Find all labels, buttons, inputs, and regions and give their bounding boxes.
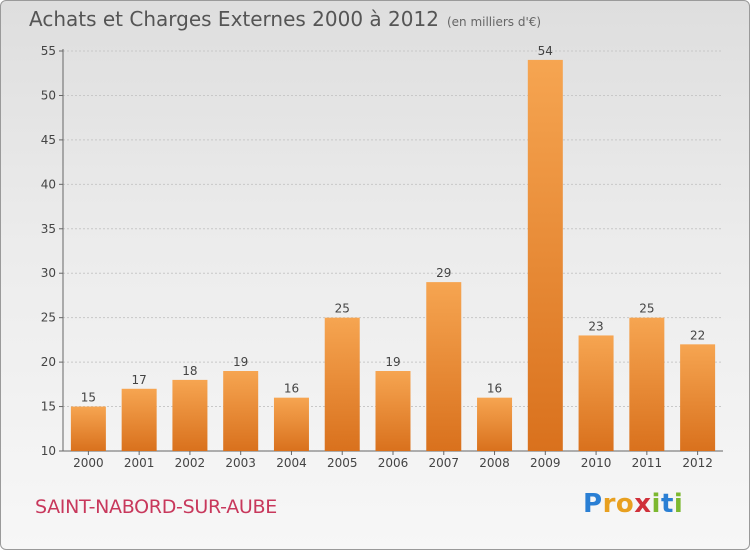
logo-letter: t (660, 489, 674, 519)
x-tick-label: 2012 (682, 456, 713, 470)
bar-value-label: 22 (690, 328, 705, 342)
y-tick-label: 15 (41, 400, 56, 414)
x-tick-label: 2003 (225, 456, 256, 470)
bar (527, 59, 563, 452)
chart-title: Achats et Charges Externes 2000 à 2012 (e… (29, 7, 541, 31)
bar-value-label: 17 (132, 373, 147, 387)
bar (121, 388, 157, 451)
y-tick-label: 35 (41, 222, 56, 236)
title-unit: (en milliers d'€) (446, 15, 542, 29)
bar-value-label: 15 (81, 391, 96, 405)
y-tick-label: 30 (41, 266, 56, 280)
bar-value-label: 54 (538, 44, 553, 58)
bar-value-label: 25 (335, 302, 350, 316)
bar (578, 335, 614, 451)
bar-value-label: 16 (487, 382, 502, 396)
logo-letter: x (634, 489, 652, 519)
logo-letter: o (615, 489, 635, 519)
y-tick-label: 45 (41, 133, 56, 147)
x-tick-label: 2007 (428, 456, 459, 470)
x-tick-label: 2011 (632, 456, 663, 470)
bar-value-label: 23 (588, 319, 603, 333)
x-tick-label: 2008 (479, 456, 510, 470)
y-tick-label: 25 (41, 311, 56, 325)
bar (223, 371, 259, 451)
bar (477, 397, 513, 451)
bar-value-label: 18 (182, 364, 197, 378)
bar (172, 379, 208, 451)
bar-value-label: 29 (436, 266, 451, 280)
y-tick-label: 10 (41, 444, 56, 458)
commune-name: SAINT-NABORD-SUR-AUBE (35, 496, 277, 518)
y-tick-label: 50 (41, 88, 56, 102)
bar (273, 397, 309, 451)
bar (629, 317, 665, 451)
x-tick-label: 2000 (73, 456, 104, 470)
bar-value-label: 19 (233, 355, 248, 369)
y-tick-label: 55 (41, 44, 56, 58)
logo-letter: P (583, 489, 603, 519)
bar (375, 371, 411, 451)
x-tick-label: 2001 (124, 456, 155, 470)
y-tick-label: 20 (41, 355, 56, 369)
x-tick-label: 2009 (530, 456, 561, 470)
bar (680, 344, 716, 451)
x-tick-label: 2006 (378, 456, 409, 470)
x-tick-label: 2010 (581, 456, 612, 470)
x-tick-label: 2004 (276, 456, 307, 470)
proxiti-logo: Proxiti (583, 489, 683, 519)
bar (426, 282, 462, 451)
x-tick-label: 2005 (327, 456, 358, 470)
title-text: Achats et Charges Externes 2000 à 2012 (29, 7, 439, 31)
logo-letter: i (651, 489, 661, 519)
bar-value-label: 19 (385, 355, 400, 369)
x-tick-label: 2002 (175, 456, 206, 470)
bar (324, 317, 360, 451)
bar (70, 406, 106, 451)
y-tick-label: 40 (41, 177, 56, 191)
logo-letter: i (673, 489, 684, 519)
logo-letter: r (602, 489, 616, 519)
bar-value-label: 25 (639, 302, 654, 316)
bar-value-label: 16 (284, 382, 299, 396)
